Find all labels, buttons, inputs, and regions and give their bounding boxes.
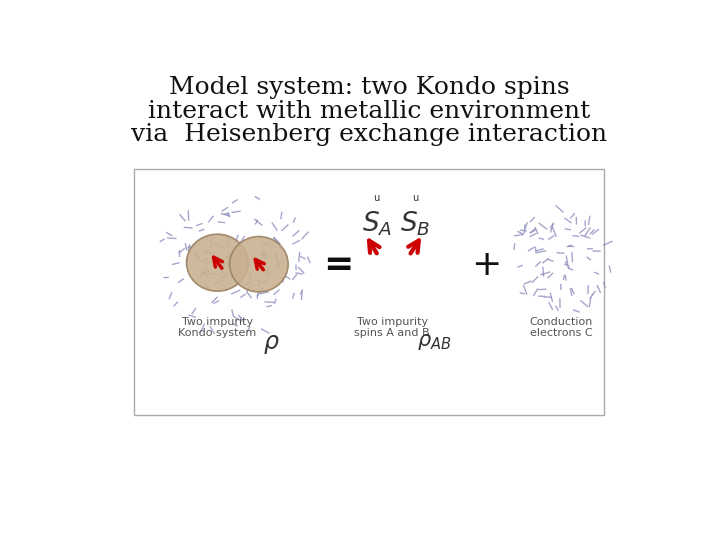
Text: $\rho$: $\rho$ — [263, 332, 279, 356]
Text: Conduction
electrons C: Conduction electrons C — [530, 316, 593, 338]
Text: via  Heisenberg exchange interaction: via Heisenberg exchange interaction — [131, 123, 607, 146]
Text: Two impurity
spins A and B: Two impurity spins A and B — [354, 316, 430, 338]
Text: $S_B$: $S_B$ — [400, 210, 431, 238]
Ellipse shape — [186, 234, 248, 291]
Text: Two impurity
Kondo system: Two impurity Kondo system — [178, 316, 256, 338]
Text: $S_A$: $S_A$ — [361, 210, 392, 238]
Text: u: u — [374, 193, 380, 204]
Text: u: u — [412, 193, 418, 204]
Text: $\rho_{AB}$: $\rho_{AB}$ — [418, 332, 451, 352]
Ellipse shape — [230, 237, 288, 292]
Text: Model system: two Kondo spins: Model system: two Kondo spins — [168, 76, 570, 99]
Bar — [134, 168, 604, 415]
Text: =: = — [323, 248, 354, 282]
Text: +: + — [471, 248, 501, 282]
Text: interact with metallic environment: interact with metallic environment — [148, 99, 590, 123]
